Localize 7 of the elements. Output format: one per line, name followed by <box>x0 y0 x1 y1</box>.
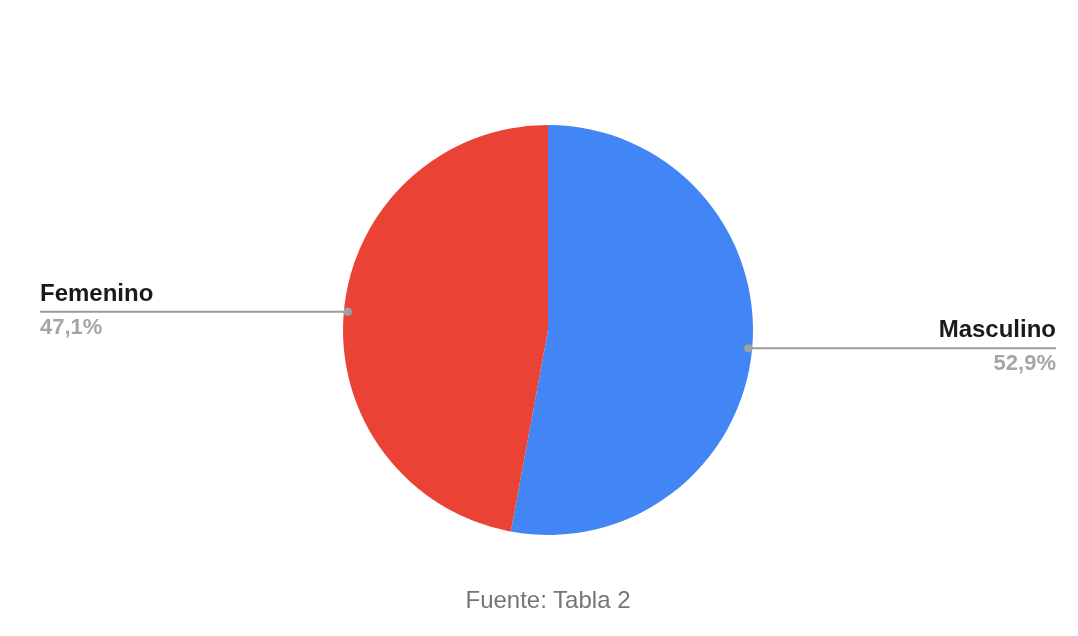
slice-label: Masculino <box>938 315 1056 343</box>
source-note: Fuente: Tabla 2 <box>465 586 631 613</box>
pie-slice <box>510 125 753 535</box>
data-label: 47,1% <box>40 313 103 339</box>
slice-label: Femenino <box>40 278 154 306</box>
pie-slice <box>343 125 548 532</box>
data-label: 52,9% <box>993 350 1056 376</box>
